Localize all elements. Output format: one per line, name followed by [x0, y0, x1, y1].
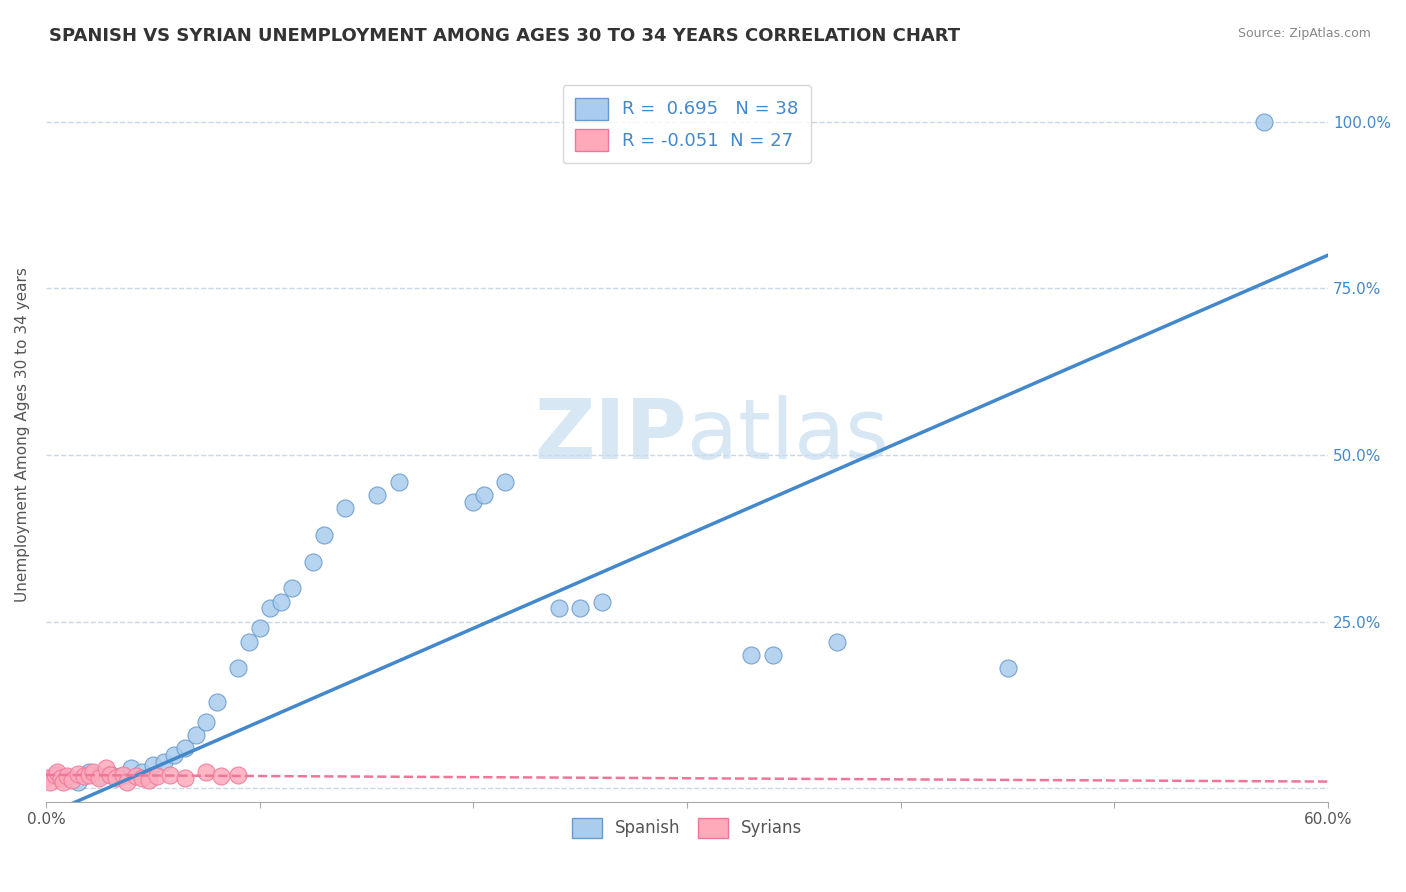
Point: [146, 769, 169, 783]
Point: [142, 758, 165, 772]
Point: [270, 594, 292, 608]
Point: [49, 771, 72, 785]
Point: [56, 771, 79, 785]
Text: Source: ZipAtlas.com: Source: ZipAtlas.com: [1237, 27, 1371, 40]
Point: [35, 771, 58, 785]
Point: [259, 601, 281, 615]
Point: [131, 764, 153, 779]
Point: [89, 769, 111, 783]
Point: [105, 771, 128, 785]
Point: [110, 769, 132, 783]
Text: atlas: atlas: [688, 394, 889, 475]
Point: [45, 764, 67, 779]
Point: [238, 634, 260, 648]
Point: [463, 494, 485, 508]
Point: [138, 773, 160, 788]
Point: [115, 774, 138, 789]
Point: [173, 741, 195, 756]
Point: [89, 771, 111, 785]
Point: [472, 488, 495, 502]
Point: [45, 768, 67, 782]
Point: [120, 761, 142, 775]
Point: [184, 728, 207, 742]
Point: [44, 768, 66, 782]
Point: [82, 764, 104, 779]
Point: [825, 634, 848, 648]
Point: [94, 761, 117, 775]
Point: [591, 594, 613, 608]
Point: [98, 768, 121, 782]
Point: [77, 768, 100, 782]
Point: [302, 555, 325, 569]
Point: [195, 714, 218, 729]
Point: [131, 771, 153, 785]
Point: [39, 774, 62, 789]
Point: [56, 769, 79, 783]
Point: [66, 774, 89, 789]
Text: SPANISH VS SYRIAN UNEMPLOYMENT AMONG AGES 30 TO 34 YEARS CORRELATION CHART: SPANISH VS SYRIAN UNEMPLOYMENT AMONG AGE…: [49, 27, 960, 45]
Point: [280, 582, 302, 596]
Point: [569, 601, 592, 615]
Point: [209, 769, 232, 783]
Point: [312, 528, 335, 542]
Point: [547, 601, 569, 615]
Point: [205, 695, 228, 709]
Point: [98, 766, 121, 780]
Point: [366, 488, 388, 502]
Point: [60, 773, 83, 788]
Point: [159, 768, 181, 782]
Y-axis label: Unemployment Among Ages 30 to 34 years: Unemployment Among Ages 30 to 34 years: [15, 268, 30, 602]
Point: [249, 621, 271, 635]
Point: [163, 747, 186, 762]
Point: [111, 768, 134, 782]
Point: [66, 766, 89, 780]
Point: [152, 755, 174, 769]
Point: [77, 764, 100, 779]
Point: [494, 475, 516, 489]
Point: [52, 774, 75, 789]
Point: [761, 648, 783, 662]
Point: [226, 661, 249, 675]
Point: [997, 661, 1019, 675]
Legend: Spanish, Syrians: Spanish, Syrians: [565, 811, 808, 845]
Text: ZIP: ZIP: [534, 394, 688, 475]
Point: [173, 771, 195, 785]
Point: [333, 501, 356, 516]
Point: [73, 769, 96, 783]
Point: [195, 764, 218, 779]
Point: [740, 648, 762, 662]
Point: [125, 769, 148, 783]
Point: [1253, 115, 1275, 129]
Point: [226, 768, 249, 782]
Point: [387, 475, 409, 489]
